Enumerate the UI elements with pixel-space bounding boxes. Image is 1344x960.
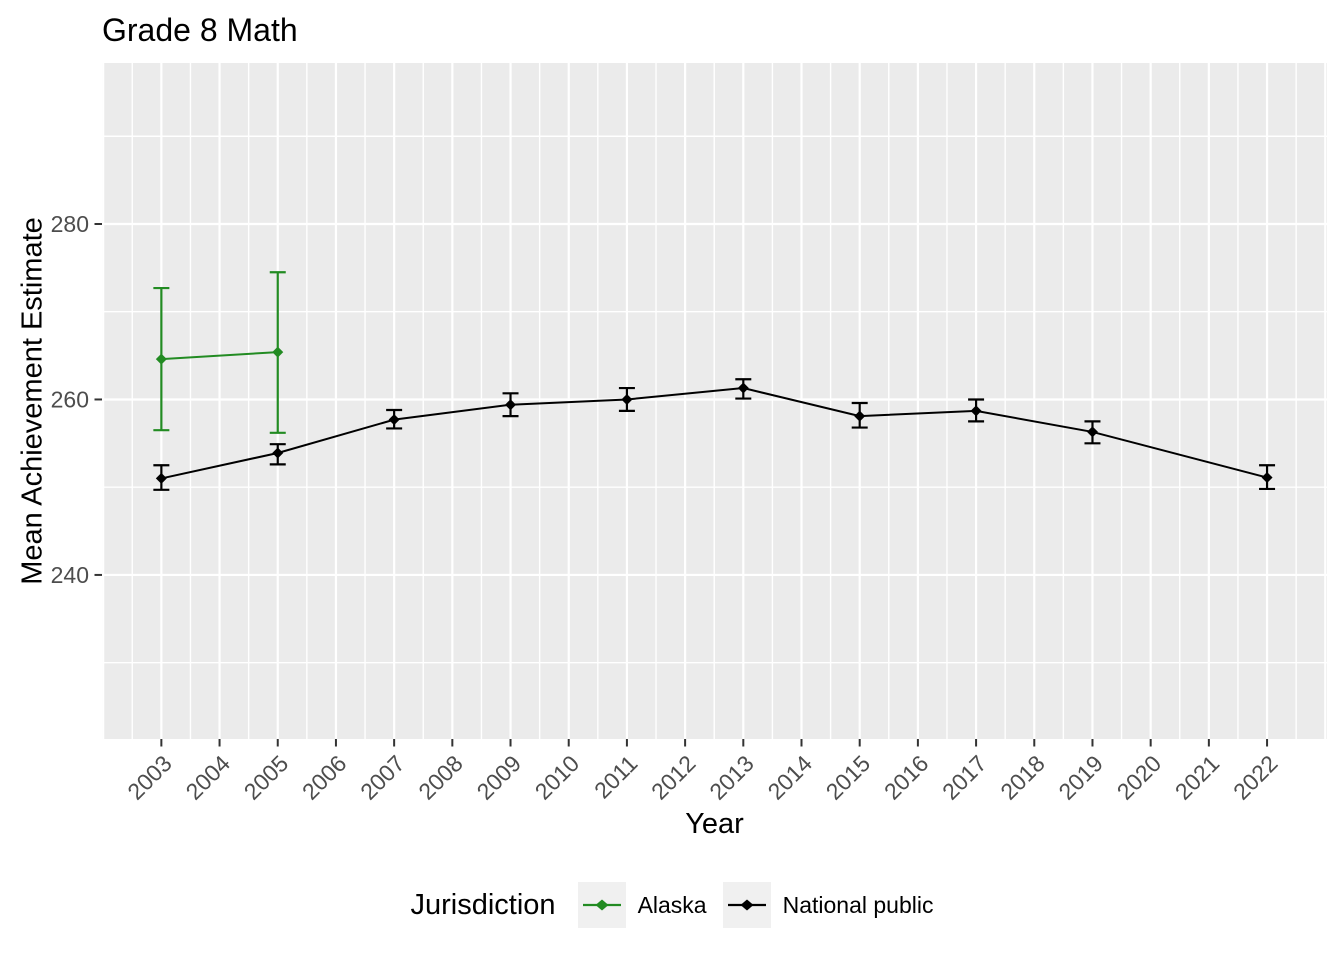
x-tick-label: 2019	[1053, 750, 1108, 805]
data-point-national-public	[1086, 426, 1098, 438]
data-point-national-public	[737, 382, 749, 394]
y-tick-label: 280	[51, 211, 89, 237]
legend-key-point	[595, 899, 609, 911]
legend-item-alaska: Alaska	[577, 882, 707, 928]
data-point-national-public	[272, 447, 284, 459]
data-point-national-public	[388, 414, 400, 426]
data-point-alaska	[155, 353, 167, 365]
x-axis-title: Year	[685, 808, 744, 840]
series-line-national-public	[161, 387, 1268, 480]
x-tick-label: 2009	[471, 750, 526, 805]
y-tick-label: 240	[51, 562, 89, 588]
legend: Jurisdiction Alaska National public	[0, 882, 1344, 928]
legend-label-alaska: Alaska	[637, 891, 707, 918]
plot-title: Grade 8 Math	[102, 12, 298, 48]
x-tick-label: 2005	[239, 750, 294, 805]
data-point-national-public	[970, 405, 982, 417]
legend-title: Jurisdiction	[410, 888, 556, 921]
x-tick-label: 2014	[762, 750, 817, 805]
x-tick-label: 2012	[646, 750, 701, 805]
x-tick-label: 2004	[181, 750, 236, 805]
y-tick-label: 260	[51, 386, 89, 412]
x-tick-label: 2008	[413, 750, 468, 805]
data-point-national-public	[1261, 472, 1273, 484]
national-public-key-icon	[722, 882, 771, 928]
x-tick-label: 2010	[530, 750, 585, 805]
x-tick-label: 2007	[355, 750, 410, 805]
alaska-key-icon	[577, 882, 626, 928]
data-point-national-public	[621, 393, 633, 405]
y-axis-title: Mean Achievement Estimate	[16, 217, 49, 585]
x-tick-label: 2017	[937, 750, 992, 805]
x-tick-label: 2006	[297, 750, 352, 805]
x-tick-label: 2016	[879, 750, 934, 805]
legend-item-national-public: National public	[722, 882, 934, 928]
data-point-national-public	[155, 472, 167, 484]
x-tick-label: 2020	[1112, 750, 1167, 805]
series-line-alaska	[161, 351, 278, 361]
data-point-national-public	[854, 410, 866, 422]
x-tick-label: 2003	[122, 750, 177, 805]
legend-label-national-public: National public	[782, 891, 934, 918]
x-tick-label: 2011	[589, 750, 642, 803]
plot-panel: 2003 2004 2005 2006 2007 2008 2009 2010 2011 2012…	[51, 63, 1327, 805]
x-tick-label: 2022	[1228, 750, 1283, 805]
x-tick-label: 2015	[821, 750, 876, 805]
x-tick-label: 2021	[1170, 750, 1225, 805]
legend-key-point	[740, 899, 754, 911]
data-point-alaska	[272, 346, 284, 358]
data-point-national-public	[505, 399, 517, 411]
x-tick-label: 2018	[995, 750, 1050, 805]
x-tick-label: 2013	[704, 750, 759, 805]
